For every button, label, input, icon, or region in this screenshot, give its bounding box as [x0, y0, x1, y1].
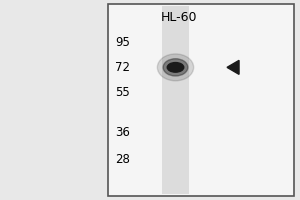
Ellipse shape	[163, 59, 188, 76]
Text: 72: 72	[115, 61, 130, 74]
Bar	[108, 4, 294, 196]
Bar	[162, 6, 189, 194]
Ellipse shape	[167, 63, 184, 72]
Text: 55: 55	[116, 86, 130, 99]
Ellipse shape	[157, 54, 194, 81]
Text: 95: 95	[116, 36, 130, 49]
Polygon shape	[227, 60, 239, 74]
Text: HL-60: HL-60	[160, 11, 197, 24]
Text: 28: 28	[116, 153, 130, 166]
Text: 36: 36	[116, 126, 130, 139]
